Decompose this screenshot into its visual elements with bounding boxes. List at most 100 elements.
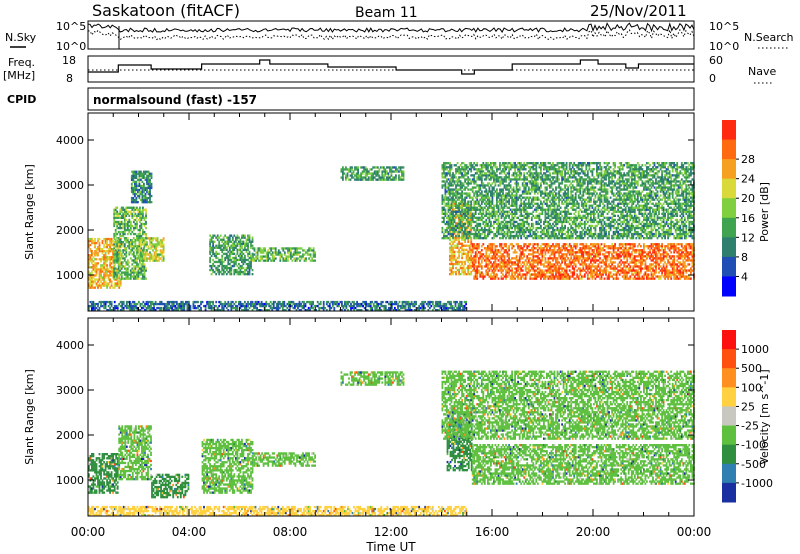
heatmap-cell (126, 277, 129, 280)
heatmap-cell (141, 186, 144, 190)
heatmap-cell (91, 280, 93, 283)
heatmap-cell (361, 176, 364, 179)
heatmap-cell (468, 218, 471, 221)
heatmap-cell (477, 251, 480, 254)
heatmap-cell (137, 190, 139, 194)
heatmap-cell (210, 254, 213, 258)
heatmap-cell (461, 210, 464, 213)
heatmap-cell (630, 253, 633, 256)
heatmap-cell (142, 228, 144, 232)
heatmap-cell (149, 196, 151, 200)
heatmap-cell (144, 239, 147, 242)
heatmap-cell (142, 216, 144, 220)
heatmap-cell (618, 243, 621, 246)
heatmap-cell (632, 259, 635, 262)
heatmap-cell (279, 257, 282, 260)
heatmap-cell (352, 170, 355, 173)
heatmap-cell (89, 278, 92, 281)
heatmap-cell (567, 273, 570, 276)
heatmap-cell (100, 274, 102, 277)
heatmap-cell (641, 275, 644, 278)
heatmap-cell (467, 172, 470, 175)
heatmap-cell (530, 249, 533, 252)
heatmap-cell (532, 269, 535, 272)
heatmap-cell (473, 277, 476, 280)
heatmap-cell (541, 275, 544, 278)
heatmap-cell (241, 244, 243, 247)
heatmap-cell (536, 261, 539, 264)
heatmap-cell (491, 271, 494, 274)
heatmap-cell (213, 260, 216, 264)
heatmap-cell (145, 245, 147, 248)
heatmap-cell (476, 249, 479, 252)
heatmap-cell (665, 275, 668, 278)
heatmap-cell (116, 243, 119, 246)
heatmap-cell (143, 255, 145, 258)
heatmap-cell (297, 257, 300, 260)
heatmap-cell (146, 178, 148, 182)
heatmap-cell (494, 257, 497, 260)
heatmap-cell (132, 220, 135, 224)
heatmap-cell (576, 255, 579, 258)
heatmap-cell (476, 190, 479, 193)
heatmap-cell (568, 269, 571, 272)
heatmap-cell (452, 240, 454, 243)
heatmap-cell (597, 273, 600, 276)
heatmap-cell (390, 172, 393, 175)
heatmap-cell (221, 254, 224, 258)
heatmap-cell (541, 269, 544, 272)
heatmap-cell (342, 170, 344, 173)
heatmap-cell (508, 267, 511, 270)
heatmap-cell (125, 239, 128, 242)
heatmap-cell (236, 264, 239, 268)
heatmap-cell (479, 263, 482, 266)
heatmap-cell (483, 230, 486, 234)
heatmap-cell (401, 178, 403, 181)
heatmap-cell (456, 216, 459, 219)
heatmap-cell (632, 243, 635, 246)
heatmap-cell (467, 176, 470, 179)
heatmap-cell (458, 178, 461, 181)
heatmap-cell (152, 245, 154, 248)
heatmap-cell (673, 257, 676, 260)
heatmap-cell (141, 239, 144, 242)
heatmap-cell (395, 166, 397, 169)
heatmap-cell (137, 228, 140, 232)
heatmap-cell (143, 172, 145, 175)
heatmap-cell (520, 247, 523, 250)
heatmap-cell (146, 201, 148, 204)
heatmap-cell (632, 267, 635, 270)
heatmap-cell (373, 170, 376, 173)
heatmap-cell (679, 243, 682, 246)
heatmap-cell (520, 263, 523, 266)
date-title: 25/Nov/2011 (590, 2, 687, 20)
heatmap-cell (455, 212, 457, 216)
heatmap-cell (596, 265, 598, 268)
heatmap-cell (144, 201, 147, 204)
heatmap-cell (621, 261, 624, 264)
heatmap-cell (459, 260, 462, 264)
heatmap-cell (264, 255, 267, 258)
heatmap-cell (258, 249, 261, 252)
heatmap-cell (500, 216, 503, 220)
heatmap-cell (224, 240, 227, 243)
heatmap-cell (470, 210, 473, 213)
heatmap-cell (523, 245, 526, 248)
heatmap-cell (487, 166, 489, 169)
heatmap-cell (505, 243, 507, 246)
heatmap-cell (509, 265, 512, 268)
heatmap-cell (106, 286, 109, 289)
heatmap-cell (661, 247, 664, 250)
heatmap-cell (553, 277, 556, 280)
heatmap-cell (152, 259, 154, 262)
heatmap-cell (443, 200, 445, 203)
heatmap-cell (668, 247, 671, 250)
heatmap-cell (109, 264, 112, 267)
heatmap-cell (476, 170, 479, 173)
heatmap-cell (224, 242, 227, 245)
heatmap-cell (276, 251, 279, 254)
heatmap-cell (116, 273, 119, 276)
heatmap-cell (673, 261, 676, 264)
heatmap-cell (115, 282, 118, 285)
heatmap-cell (588, 251, 591, 254)
